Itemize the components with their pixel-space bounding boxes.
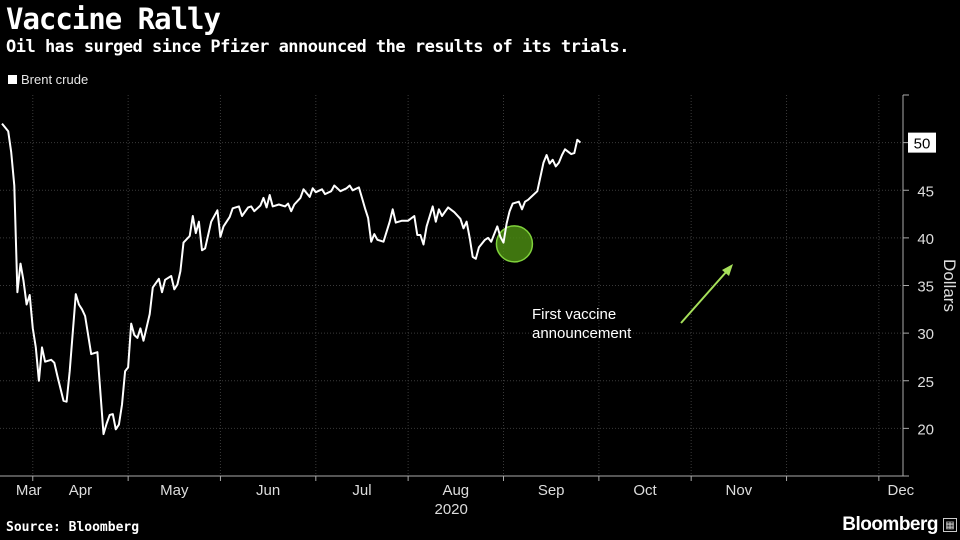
legend-label: Brent crude (21, 72, 89, 87)
annotation-arrowhead (722, 264, 733, 276)
x-tick-label: Apr (69, 482, 92, 499)
y-tick-label: 25 (917, 374, 934, 391)
annotation-label-line1: First vaccine (532, 306, 616, 323)
x-tick-label: Mar (16, 482, 42, 499)
y-tick-label: 40 (917, 231, 934, 248)
x-axis: Mar Apr May Jun Jul Aug Sep Oct Nov Dec 2020 (0, 475, 915, 518)
series (1, 122, 582, 436)
x-tick-label: May (160, 482, 189, 499)
y-tick-label: 45 (917, 183, 934, 200)
x-tick-label: Jul (352, 482, 371, 499)
x-tick-label: Dec (888, 482, 915, 499)
x-tick-label: Sep (538, 482, 565, 499)
x-tick-label: Oct (633, 482, 657, 499)
annotation-arrow (680, 270, 728, 324)
annotation: First vaccine announcement (495, 225, 733, 342)
chart-title: Vaccine Rally (6, 2, 221, 36)
last-value-label: 50 (914, 136, 931, 153)
annotation-circle (495, 225, 534, 263)
grid-icon: ▦ (943, 518, 957, 532)
y-tick-label: 20 (917, 421, 934, 438)
y-axis-label: Dollars (940, 259, 959, 312)
x-year-label: 2020 (435, 501, 468, 518)
legend: Brent crude (8, 72, 88, 87)
gridlines (0, 95, 903, 476)
annotation-label-line2: announcement (532, 325, 632, 342)
x-tick-label: Jun (256, 482, 280, 499)
source-text: Source: Bloomberg (6, 520, 140, 535)
chart-subtitle: Oil has surged since Pfizer announced th… (6, 37, 630, 57)
y-tick-label: 30 (917, 326, 934, 343)
last-value-box (908, 132, 936, 153)
x-tick-label: Aug (442, 482, 469, 499)
y-tick-label: 35 (917, 279, 934, 296)
y-axis: 20 25 30 35 40 45 50 Dollars (902, 94, 959, 477)
legend-swatch (8, 75, 17, 84)
brand-logo: Bloomberg (842, 514, 938, 535)
brent-crude-line (1, 122, 582, 436)
x-tick-label: Nov (726, 482, 753, 499)
